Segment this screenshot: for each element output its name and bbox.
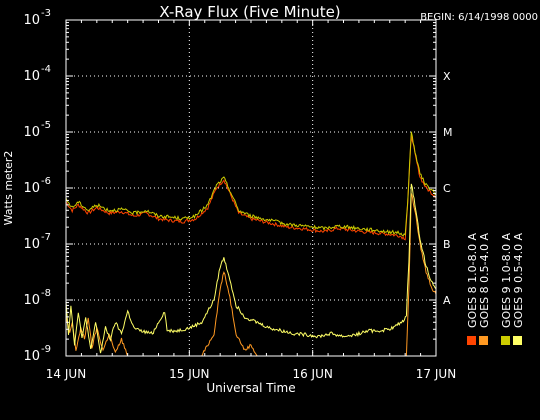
legend-swatch bbox=[479, 336, 488, 345]
y-axis-label: Watts meter2 bbox=[2, 151, 15, 226]
x-tick-label: 15 JUN bbox=[169, 367, 209, 381]
x-axis: 14 JUN 15 JUN 16 JUN 17 JUN bbox=[46, 20, 456, 381]
flare-class-C: C bbox=[443, 182, 451, 195]
flare-class-A: A bbox=[443, 294, 451, 307]
y-tick-label: 10 bbox=[23, 13, 40, 28]
y-tick-label: 10 bbox=[23, 237, 40, 252]
y-tick-label: 10 bbox=[23, 125, 40, 140]
series-line-4 bbox=[65, 183, 437, 354]
flare-class-M: M bbox=[443, 126, 453, 139]
series-line-3 bbox=[65, 131, 437, 237]
y-tick-exponent: -3 bbox=[41, 8, 51, 19]
series-line-1 bbox=[65, 135, 437, 241]
flare-class-X: X bbox=[443, 70, 451, 83]
x-tick-label: 14 JUN bbox=[46, 367, 86, 381]
y-tick-exponent: -5 bbox=[41, 120, 51, 131]
legend-label: GOES 9 1.0-8.0 A bbox=[500, 232, 513, 328]
y-axis: 10-910-810-710-610-510-410-3 bbox=[23, 8, 436, 364]
x-tick-label: 16 JUN bbox=[292, 367, 332, 381]
series-group bbox=[65, 131, 437, 357]
x-tick-label: 17 JUN bbox=[416, 367, 456, 381]
legend-label: GOES 8 0.5-4.0 A bbox=[478, 232, 491, 328]
y-tick-label: 10 bbox=[23, 349, 40, 364]
grid bbox=[66, 20, 436, 356]
flare-class-B: B bbox=[443, 238, 451, 251]
y-tick-exponent: -6 bbox=[41, 176, 51, 187]
begin-date: BEGIN: 6/14/1998 0000 bbox=[420, 12, 538, 23]
legend-swatch bbox=[467, 336, 476, 345]
y-tick-exponent: -7 bbox=[41, 232, 51, 243]
legend-swatch bbox=[513, 336, 522, 345]
legend-label: GOES 8 1.0-8.0 A bbox=[466, 232, 479, 328]
legend-label: GOES 9 0.5-4.0 A bbox=[512, 232, 525, 328]
y-tick-exponent: -9 bbox=[41, 344, 51, 355]
legend-swatch bbox=[501, 336, 510, 345]
y-tick-label: 10 bbox=[23, 293, 40, 308]
flare-class-labels: A B C M X bbox=[443, 70, 453, 307]
x-axis-label: Universal Time bbox=[206, 381, 295, 395]
y-tick-exponent: -4 bbox=[41, 64, 51, 75]
y-tick-label: 10 bbox=[23, 69, 40, 84]
y-tick-exponent: -8 bbox=[41, 288, 51, 299]
y-tick-label: 10 bbox=[23, 181, 40, 196]
legend: GOES 8 1.0-8.0 A GOES 8 0.5-4.0 A GOES 9 1… bbox=[466, 232, 525, 345]
chart-title: X-Ray Flux (Five Minute) bbox=[159, 3, 340, 21]
